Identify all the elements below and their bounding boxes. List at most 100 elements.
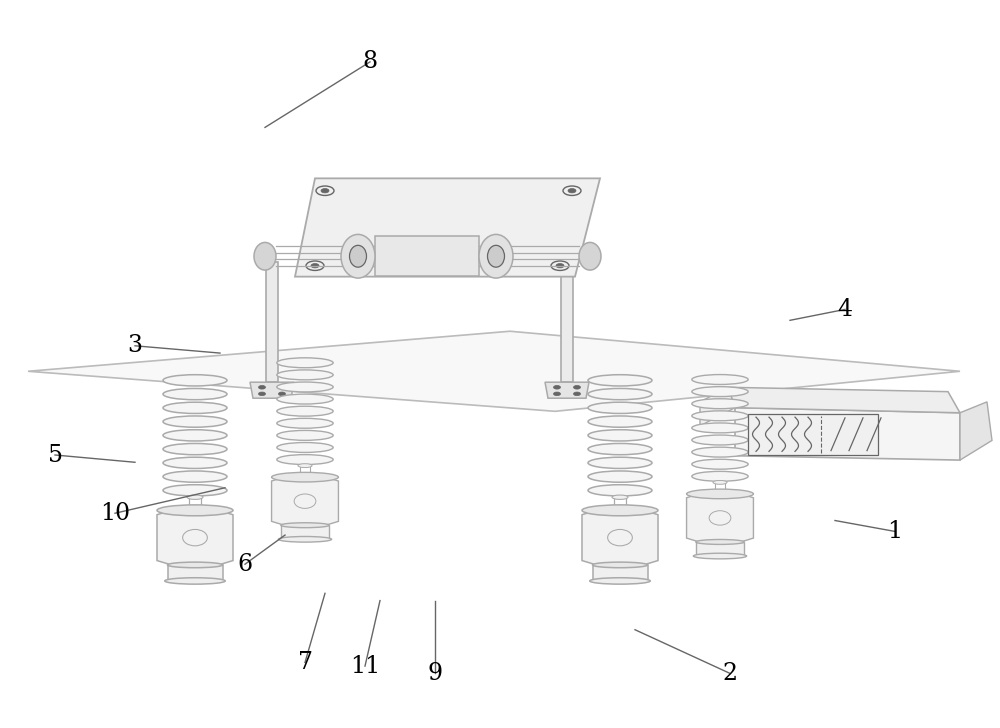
- Ellipse shape: [277, 406, 333, 416]
- Ellipse shape: [588, 389, 652, 400]
- Ellipse shape: [588, 485, 652, 496]
- Polygon shape: [545, 382, 589, 398]
- Ellipse shape: [254, 242, 276, 270]
- Ellipse shape: [592, 562, 648, 568]
- Ellipse shape: [277, 454, 333, 464]
- Ellipse shape: [588, 430, 652, 441]
- Ellipse shape: [692, 387, 748, 397]
- Ellipse shape: [258, 392, 266, 396]
- Ellipse shape: [553, 392, 560, 396]
- Ellipse shape: [692, 459, 748, 469]
- Ellipse shape: [692, 411, 748, 421]
- Ellipse shape: [277, 430, 333, 440]
- Ellipse shape: [277, 419, 333, 428]
- Text: 4: 4: [837, 298, 853, 321]
- Ellipse shape: [187, 495, 203, 499]
- Ellipse shape: [568, 189, 576, 193]
- Ellipse shape: [165, 578, 225, 584]
- Polygon shape: [295, 178, 600, 277]
- Text: 10: 10: [100, 502, 130, 525]
- Text: 2: 2: [722, 662, 738, 685]
- Polygon shape: [728, 387, 960, 413]
- Polygon shape: [272, 477, 338, 525]
- Ellipse shape: [277, 370, 333, 380]
- FancyBboxPatch shape: [281, 525, 329, 539]
- Polygon shape: [250, 382, 294, 398]
- Ellipse shape: [692, 423, 748, 433]
- Ellipse shape: [163, 443, 227, 455]
- Ellipse shape: [588, 443, 652, 455]
- FancyBboxPatch shape: [561, 262, 573, 382]
- Text: 7: 7: [298, 651, 312, 674]
- Ellipse shape: [163, 457, 227, 469]
- FancyBboxPatch shape: [592, 565, 648, 581]
- Ellipse shape: [582, 505, 658, 516]
- Ellipse shape: [479, 234, 513, 278]
- Ellipse shape: [588, 471, 652, 482]
- Ellipse shape: [350, 245, 366, 267]
- Ellipse shape: [163, 471, 227, 482]
- Ellipse shape: [588, 416, 652, 427]
- Ellipse shape: [163, 416, 227, 427]
- Ellipse shape: [553, 386, 560, 389]
- Ellipse shape: [692, 399, 748, 408]
- Ellipse shape: [281, 523, 329, 528]
- Ellipse shape: [341, 234, 375, 278]
- FancyBboxPatch shape: [696, 542, 744, 556]
- Ellipse shape: [692, 435, 748, 445]
- Ellipse shape: [693, 553, 747, 559]
- FancyBboxPatch shape: [266, 262, 278, 382]
- FancyBboxPatch shape: [168, 565, 222, 581]
- Ellipse shape: [157, 505, 233, 516]
- Ellipse shape: [163, 389, 227, 400]
- Polygon shape: [960, 402, 992, 460]
- Ellipse shape: [692, 471, 748, 481]
- Polygon shape: [28, 331, 960, 411]
- Ellipse shape: [278, 537, 332, 542]
- Text: 5: 5: [48, 443, 62, 467]
- Text: 11: 11: [350, 654, 380, 678]
- Ellipse shape: [713, 480, 727, 484]
- Text: 9: 9: [427, 662, 443, 685]
- FancyBboxPatch shape: [748, 414, 878, 455]
- Ellipse shape: [588, 375, 652, 386]
- Polygon shape: [157, 510, 233, 565]
- Ellipse shape: [163, 402, 227, 414]
- Ellipse shape: [687, 489, 753, 499]
- Ellipse shape: [588, 402, 652, 414]
- Ellipse shape: [258, 386, 266, 389]
- Text: 1: 1: [887, 520, 903, 543]
- Polygon shape: [700, 387, 735, 426]
- Ellipse shape: [588, 457, 652, 469]
- Text: 3: 3: [128, 334, 143, 357]
- Ellipse shape: [163, 375, 227, 386]
- Ellipse shape: [168, 562, 222, 568]
- Ellipse shape: [278, 386, 286, 389]
- Ellipse shape: [163, 485, 227, 496]
- Ellipse shape: [277, 357, 333, 368]
- Text: 6: 6: [237, 553, 253, 576]
- Ellipse shape: [692, 374, 748, 384]
- Ellipse shape: [272, 472, 338, 482]
- Ellipse shape: [298, 464, 312, 467]
- Ellipse shape: [277, 382, 333, 392]
- Ellipse shape: [612, 495, 628, 499]
- Polygon shape: [582, 510, 658, 565]
- Text: 8: 8: [362, 50, 378, 74]
- Ellipse shape: [278, 392, 286, 396]
- Ellipse shape: [696, 539, 744, 545]
- Ellipse shape: [277, 394, 333, 404]
- Ellipse shape: [488, 245, 505, 267]
- Ellipse shape: [692, 447, 748, 457]
- Ellipse shape: [574, 392, 580, 396]
- Polygon shape: [375, 236, 479, 276]
- Ellipse shape: [574, 386, 580, 389]
- Ellipse shape: [277, 443, 333, 452]
- Ellipse shape: [556, 264, 564, 268]
- Ellipse shape: [579, 242, 601, 270]
- Ellipse shape: [590, 578, 650, 584]
- Ellipse shape: [321, 189, 329, 193]
- Ellipse shape: [311, 264, 319, 268]
- Polygon shape: [687, 494, 753, 542]
- Polygon shape: [735, 408, 960, 460]
